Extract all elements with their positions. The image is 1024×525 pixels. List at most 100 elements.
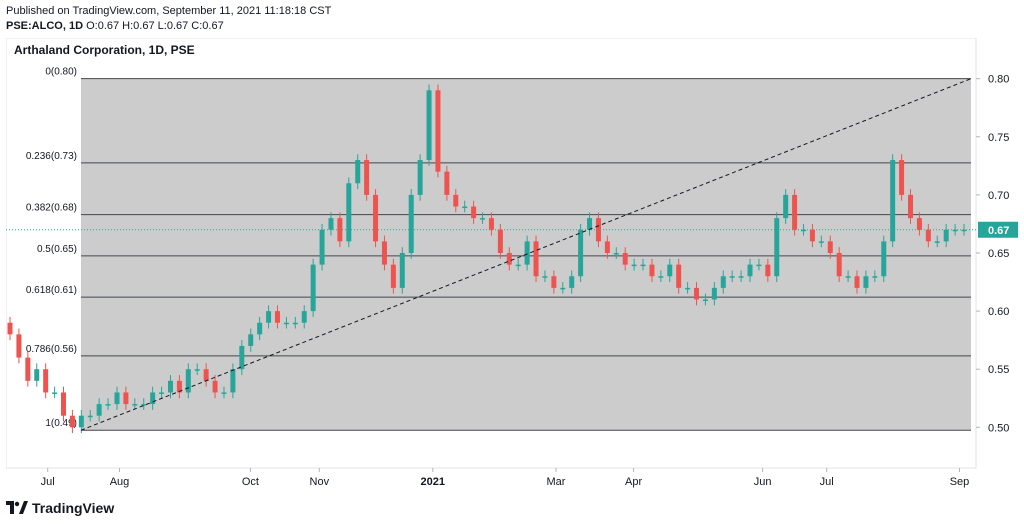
candle-body [426, 90, 432, 161]
candle [87, 409, 93, 422]
candle-body [310, 264, 316, 312]
candle-body [292, 322, 298, 325]
candle [364, 154, 370, 201]
candle-body [96, 404, 102, 416]
candle-body [694, 287, 700, 300]
fib-level-label: 0.786(0.56) [26, 344, 77, 355]
candle-body [809, 229, 815, 242]
candle-body [738, 276, 744, 278]
ohlc-value: 0.67 [97, 20, 123, 32]
candle [167, 375, 173, 399]
candle [381, 235, 387, 271]
candle [908, 189, 914, 224]
candle-body [194, 369, 200, 371]
candle-body [756, 264, 762, 267]
x-tick-label: Aug [110, 476, 130, 488]
candle-body [515, 264, 521, 267]
candle-body [863, 276, 869, 288]
candle [676, 258, 682, 294]
candle [390, 258, 396, 294]
x-tick-label: Oct [242, 476, 259, 488]
candle-body [257, 322, 263, 335]
candle-body [221, 392, 227, 394]
candle-body [658, 276, 664, 278]
candle-body [159, 392, 165, 394]
candle [818, 235, 824, 248]
chart-panel[interactable]: 0(0.80) 0.236(0.73) 0.382(0.68) 0.5(0.65) 0.… [5, 37, 1018, 494]
candle-body [239, 345, 245, 370]
candle-body [355, 160, 361, 184]
candle-body [667, 264, 673, 277]
price-chart[interactable]: 0(0.80) 0.236(0.73) 0.382(0.68) 0.5(0.65) 0.… [5, 37, 1018, 494]
ohlc-value: 0.67 [133, 20, 158, 32]
candle [845, 270, 851, 283]
candle-body [167, 380, 173, 393]
candle-body [765, 264, 771, 277]
x-tick-label: Apr [625, 476, 642, 488]
price-axis[interactable]: 0.80 0.75 0.70 0.65 0.60 0.55 0.50 0.67 [976, 74, 1018, 435]
candle-body [836, 253, 842, 277]
candle-body [506, 253, 512, 265]
candle [881, 235, 887, 283]
candle [301, 305, 307, 329]
candle [426, 84, 432, 166]
time-axis[interactable]: Jul Aug Oct Nov 2021 Mar Apr Jun Jul Sep [6, 467, 976, 488]
candle-body [622, 253, 628, 265]
tradingview-brand[interactable]: TradingView [6, 500, 114, 516]
x-tick-label: Jul [41, 476, 55, 488]
candle [774, 212, 780, 283]
candle [702, 293, 708, 306]
candle [863, 270, 869, 294]
candle [506, 247, 512, 271]
candle [274, 305, 280, 329]
candle [462, 200, 468, 213]
candle-body [890, 160, 896, 242]
candle-body [69, 415, 75, 428]
candle-body [685, 287, 691, 290]
candle-body [613, 253, 619, 255]
candle-body [801, 229, 807, 232]
candle [337, 212, 343, 248]
candle [283, 316, 289, 329]
candle-body [774, 218, 780, 277]
candle [399, 247, 405, 294]
candle [52, 386, 58, 399]
candle [649, 258, 655, 283]
published-note: Published on TradingView.com, September … [6, 5, 332, 17]
candle-body [283, 322, 289, 325]
candle-body [212, 380, 218, 393]
candle [435, 84, 441, 178]
candle [934, 235, 940, 248]
candle [230, 363, 236, 399]
candle-body [435, 90, 441, 172]
fib-level-label: 0.382(0.68) [26, 203, 77, 214]
candle-body [845, 276, 851, 278]
candle [747, 258, 753, 283]
candle-body [560, 287, 566, 290]
candle [408, 189, 414, 259]
candle [604, 235, 610, 259]
candle-body [364, 160, 370, 195]
candle [595, 212, 601, 248]
candle-body [114, 392, 120, 405]
candle [150, 386, 156, 410]
fib-trend-line[interactable] [80, 78, 972, 431]
candle-body [925, 229, 931, 242]
candle-body [542, 276, 548, 278]
x-tick-label: Sep [950, 476, 970, 488]
candle-body [52, 392, 58, 394]
candle-body [176, 380, 182, 393]
candle-body [248, 334, 254, 346]
candle-body [123, 392, 129, 405]
candle-body [640, 264, 646, 267]
candle [310, 258, 316, 317]
candle [417, 154, 423, 201]
candle [783, 189, 789, 224]
candle [328, 212, 334, 236]
candle-body [480, 218, 486, 220]
candle [355, 154, 361, 190]
candle-body [952, 229, 958, 232]
candle-body [185, 369, 191, 393]
candle [515, 258, 521, 271]
fib-level-label: 0.618(0.61) [26, 285, 77, 296]
